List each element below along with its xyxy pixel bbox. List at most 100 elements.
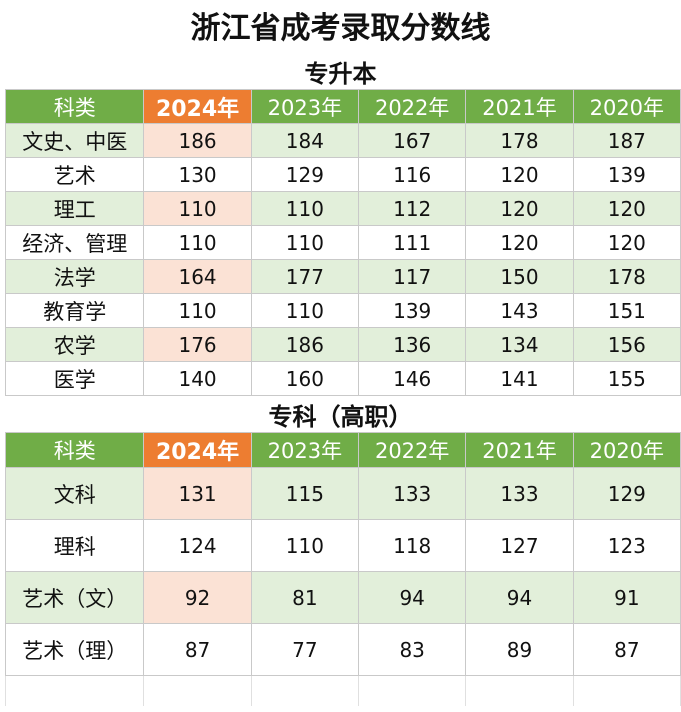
score-2022: 112	[358, 191, 467, 226]
score-2020: 120	[572, 191, 681, 226]
empty-cell	[4, 675, 145, 706]
header-year-2020: 2020年	[572, 89, 681, 124]
score-2020: 139	[572, 157, 681, 192]
header-year-2021: 2021年	[465, 432, 574, 468]
score-2022: 139	[358, 293, 467, 328]
header-year-2022: 2022年	[358, 432, 467, 468]
header-year-2024: 2024年	[143, 89, 252, 124]
empty-cell	[143, 675, 252, 706]
score-2023: 110	[250, 519, 360, 572]
score-2024: 131	[143, 467, 252, 520]
row-category: 医学	[4, 361, 145, 396]
score-2020: 129	[572, 467, 681, 520]
table-row: 法学 164 177 117 150 178	[4, 259, 681, 294]
row-category: 文科	[4, 467, 145, 520]
empty-cell	[572, 675, 681, 706]
row-category: 教育学	[4, 293, 145, 328]
empty-row	[4, 675, 681, 706]
score-2022: 94	[358, 571, 467, 624]
score-2020: 178	[572, 259, 681, 294]
header-year-2023: 2023年	[250, 89, 360, 124]
header-category: 科类	[4, 89, 145, 124]
table-header-row: 科类 2024年 2023年 2022年 2021年 2020年	[4, 432, 681, 468]
score-2021: 120	[465, 225, 574, 260]
score-2023: 110	[250, 191, 360, 226]
score-2024: 110	[143, 293, 252, 328]
upgrade-score-table: 科类 2024年 2023年 2022年 2021年 2020年 文史、中医 1…	[4, 89, 681, 396]
score-2022: 133	[358, 467, 467, 520]
row-category: 理工	[4, 191, 145, 226]
score-2024: 140	[143, 361, 252, 396]
header-year-2023: 2023年	[250, 432, 360, 468]
score-2024: 130	[143, 157, 252, 192]
score-2021: 178	[465, 123, 574, 158]
row-category: 艺术	[4, 157, 145, 192]
score-2022: 167	[358, 123, 467, 158]
score-2021: 143	[465, 293, 574, 328]
header-year-2024: 2024年	[143, 432, 252, 468]
row-category: 法学	[4, 259, 145, 294]
row-category: 文史、中医	[4, 123, 145, 158]
score-2023: 77	[250, 623, 360, 676]
vocational-score-table: 科类 2024年 2023年 2022年 2021年 2020年 文科 131 …	[4, 432, 681, 706]
score-2023: 160	[250, 361, 360, 396]
table-row: 文科 131 115 133 133 129	[4, 467, 681, 520]
page-title: 浙江省成考录取分数线	[190, 11, 491, 46]
table-row: 医学 140 160 146 141 155	[4, 361, 681, 396]
score-2020: 156	[572, 327, 681, 362]
score-2024: 110	[143, 225, 252, 260]
score-2022: 116	[358, 157, 467, 192]
score-2020: 155	[572, 361, 681, 396]
row-category: 艺术（理）	[4, 623, 145, 676]
score-2024: 92	[143, 571, 252, 624]
score-2021: 141	[465, 361, 574, 396]
score-2020: 87	[572, 623, 681, 676]
score-2020: 151	[572, 293, 681, 328]
score-2021: 94	[465, 571, 574, 624]
score-2021: 127	[465, 519, 574, 572]
score-2022: 118	[358, 519, 467, 572]
table-row: 艺术 130 129 116 120 139	[4, 157, 681, 192]
score-2023: 177	[250, 259, 360, 294]
score-2024: 186	[143, 123, 252, 158]
score-2021: 150	[465, 259, 574, 294]
score-2021: 89	[465, 623, 574, 676]
score-2023: 129	[250, 157, 360, 192]
score-2023: 110	[250, 225, 360, 260]
score-2024: 110	[143, 191, 252, 226]
score-2023: 81	[250, 571, 360, 624]
score-2023: 184	[250, 123, 360, 158]
score-2020: 187	[572, 123, 681, 158]
header-category: 科类	[4, 432, 145, 468]
table-row: 艺术（文） 92 81 94 94 91	[4, 571, 681, 624]
row-category: 农学	[4, 327, 145, 362]
score-2020: 120	[572, 225, 681, 260]
score-2023: 115	[250, 467, 360, 520]
score-2021: 120	[465, 157, 574, 192]
header-year-2021: 2021年	[465, 89, 574, 124]
score-2022: 117	[358, 259, 467, 294]
table-row: 教育学 110 110 139 143 151	[4, 293, 681, 328]
header-year-2022: 2022年	[358, 89, 467, 124]
table-row: 农学 176 186 136 134 156	[4, 327, 681, 362]
score-2023: 110	[250, 293, 360, 328]
table-row: 文史、中医 186 184 167 178 187	[4, 123, 681, 158]
score-2022: 146	[358, 361, 467, 396]
score-2023: 186	[250, 327, 360, 362]
score-2024: 176	[143, 327, 252, 362]
row-category: 经济、管理	[4, 225, 145, 260]
score-2024: 164	[143, 259, 252, 294]
score-2021: 133	[465, 467, 574, 520]
row-category: 理科	[4, 519, 145, 572]
score-2022: 136	[358, 327, 467, 362]
table-row: 理工 110 110 112 120 120	[4, 191, 681, 226]
score-2024: 124	[143, 519, 252, 572]
empty-cell	[465, 675, 574, 706]
score-2021: 134	[465, 327, 574, 362]
empty-cell	[358, 675, 467, 706]
empty-cell	[250, 675, 360, 706]
score-2022: 111	[358, 225, 467, 260]
section-heading-upgrade: 专升本	[304, 59, 377, 88]
score-2022: 83	[358, 623, 467, 676]
